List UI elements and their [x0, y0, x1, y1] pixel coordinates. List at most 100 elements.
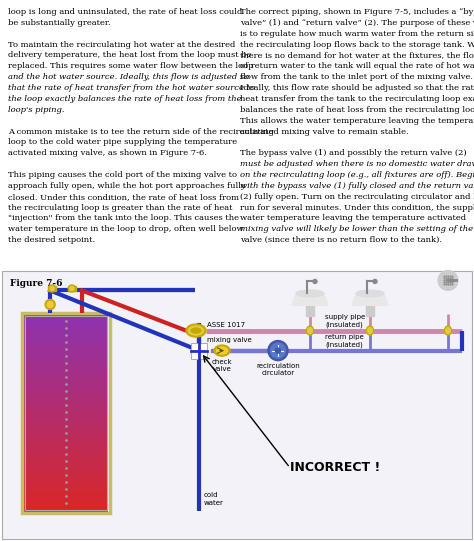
Text: is to regulate how much warm water from the return side of: is to regulate how much warm water from …: [240, 30, 474, 38]
Text: The correct piping, shown in Figure 7-5, includes a “bypass: The correct piping, shown in Figure 7-5,…: [240, 8, 474, 16]
Circle shape: [70, 286, 74, 291]
Circle shape: [373, 280, 377, 283]
Bar: [24, 429, 108, 433]
Text: ASSE 1017
thermostatic
mixing valve: ASSE 1017 thermostatic mixing valve: [207, 321, 252, 342]
Ellipse shape: [366, 326, 374, 335]
Bar: [24, 346, 108, 349]
Text: the loop exactly balances the rate of heat loss from the: the loop exactly balances the rate of he…: [8, 95, 242, 103]
Text: supply pipe
(insulated): supply pipe (insulated): [325, 314, 365, 327]
Text: approach fully open, while the hot port approaches fully: approach fully open, while the hot port …: [8, 182, 246, 190]
Text: This piping causes the cold port of the mixing valve to: This piping causes the cold port of the …: [8, 171, 237, 179]
Text: loop is long and uninsulated, the rate of heat loss could: loop is long and uninsulated, the rate o…: [8, 8, 242, 16]
Text: there is no demand for hot water at the fixtures, the flow: there is no demand for hot water at the …: [240, 51, 474, 60]
Text: valve (since there is no return flow to the tank).: valve (since there is no return flow to …: [240, 236, 442, 244]
Bar: [24, 335, 108, 339]
Bar: [24, 312, 108, 316]
Text: balances the rate of heat loss from the recirculating loop.: balances the rate of heat loss from the …: [240, 106, 474, 114]
Bar: [24, 489, 108, 493]
Bar: [24, 315, 108, 319]
Bar: [68, 286, 76, 291]
Text: INCORRECT !: INCORRECT !: [290, 461, 380, 474]
Bar: [24, 329, 108, 333]
Text: Figure 7-6: Figure 7-6: [10, 280, 63, 288]
Bar: [24, 339, 108, 342]
Bar: [24, 506, 108, 510]
Bar: [24, 349, 108, 353]
Bar: [24, 449, 108, 453]
Bar: [24, 486, 108, 490]
Text: that the rate of heat transfer from the hot water source to: that the rate of heat transfer from the …: [8, 84, 255, 92]
Bar: [24, 459, 108, 463]
Text: must be adjusted when there is no domestic water draw: must be adjusted when there is no domest…: [240, 160, 474, 168]
Bar: [24, 472, 108, 476]
Text: loop to the cold water pipe supplying the temperature: loop to the cold water pipe supplying th…: [8, 138, 237, 147]
Bar: [24, 322, 108, 326]
Text: on the recirculating loop (e.g., all fixtures are off). Begin: on the recirculating loop (e.g., all fix…: [240, 171, 474, 179]
Polygon shape: [292, 293, 328, 306]
Bar: [24, 483, 108, 486]
Bar: [24, 423, 108, 426]
Circle shape: [268, 341, 288, 361]
Text: mixing valve will likely be lower than the setting of the: mixing valve will likely be lower than t…: [240, 225, 473, 233]
Bar: [24, 432, 108, 436]
Bar: [24, 493, 108, 496]
Bar: [24, 503, 108, 506]
Bar: [24, 369, 108, 373]
Bar: [48, 286, 56, 291]
Circle shape: [271, 343, 285, 358]
Bar: [24, 389, 108, 393]
Text: (2) fully open. Turn on the recirculating circulator and let it: (2) fully open. Turn on the recirculatin…: [240, 193, 474, 201]
Text: water temperature leaving the temperature activated: water temperature leaving the temperatur…: [240, 214, 466, 222]
Text: This allows the water temperature leaving the temperature: This allows the water temperature leavin…: [240, 117, 474, 124]
Text: the recirculating loop flows back to the storage tank. When: the recirculating loop flows back to the…: [240, 41, 474, 49]
Text: water temperature in the loop to drop, often well below: water temperature in the loop to drop, o…: [8, 225, 244, 233]
Text: run for several minutes. Under this condition, the supply: run for several minutes. Under this cond…: [240, 203, 474, 212]
Circle shape: [313, 280, 317, 283]
Text: valve” (1) and “return valve” (2). The purpose of these valves: valve” (1) and “return valve” (2). The p…: [240, 19, 474, 27]
Ellipse shape: [356, 290, 384, 297]
Bar: [24, 412, 108, 416]
Text: with the bypass valve (1) fully closed and the return valve: with the bypass valve (1) fully closed a…: [240, 182, 474, 190]
Circle shape: [50, 286, 54, 291]
Text: of return water to the tank will equal the rate of hot water: of return water to the tank will equal t…: [240, 62, 474, 70]
Bar: [24, 409, 108, 413]
Text: cold
water: cold water: [204, 492, 224, 506]
Bar: [24, 463, 108, 466]
Bar: [24, 403, 108, 406]
Text: recirculation
circulator: recirculation circulator: [256, 362, 300, 376]
Text: heat transfer from the tank to the recirculating loop exactly: heat transfer from the tank to the recir…: [240, 95, 474, 103]
Bar: [24, 359, 108, 362]
Bar: [24, 476, 108, 479]
Bar: [24, 332, 108, 336]
Bar: [24, 319, 108, 322]
Bar: [24, 496, 108, 499]
Circle shape: [47, 301, 53, 307]
Text: the recirculating loop is greater than the rate of heat: the recirculating loop is greater than t…: [8, 203, 233, 212]
Bar: [25, 315, 107, 510]
Ellipse shape: [308, 327, 312, 334]
Ellipse shape: [296, 290, 324, 297]
Text: return pipe
(insulated): return pipe (insulated): [325, 334, 364, 347]
Bar: [24, 342, 108, 346]
Ellipse shape: [186, 324, 206, 337]
Text: The bypass valve (1) and possibly the return valve (2): The bypass valve (1) and possibly the re…: [240, 149, 466, 157]
Bar: [191, 342, 207, 359]
Ellipse shape: [217, 347, 228, 354]
Bar: [24, 416, 108, 419]
Ellipse shape: [189, 326, 203, 335]
Bar: [24, 469, 108, 473]
Circle shape: [49, 285, 55, 292]
Text: activated mixing valve, as shown in Figure 7-6.: activated mixing valve, as shown in Figu…: [8, 149, 207, 157]
Circle shape: [275, 348, 281, 353]
Bar: [24, 355, 108, 359]
Text: activated mixing valve to remain stable.: activated mixing valve to remain stable.: [240, 128, 409, 136]
Bar: [24, 443, 108, 446]
Bar: [24, 366, 108, 370]
Ellipse shape: [214, 345, 230, 356]
Circle shape: [68, 285, 75, 292]
Bar: [306, 306, 314, 315]
Bar: [24, 379, 108, 382]
Bar: [24, 386, 108, 390]
Text: To maintain the recirculating hot water at the desired: To maintain the recirculating hot water …: [8, 41, 236, 49]
Bar: [24, 499, 108, 503]
